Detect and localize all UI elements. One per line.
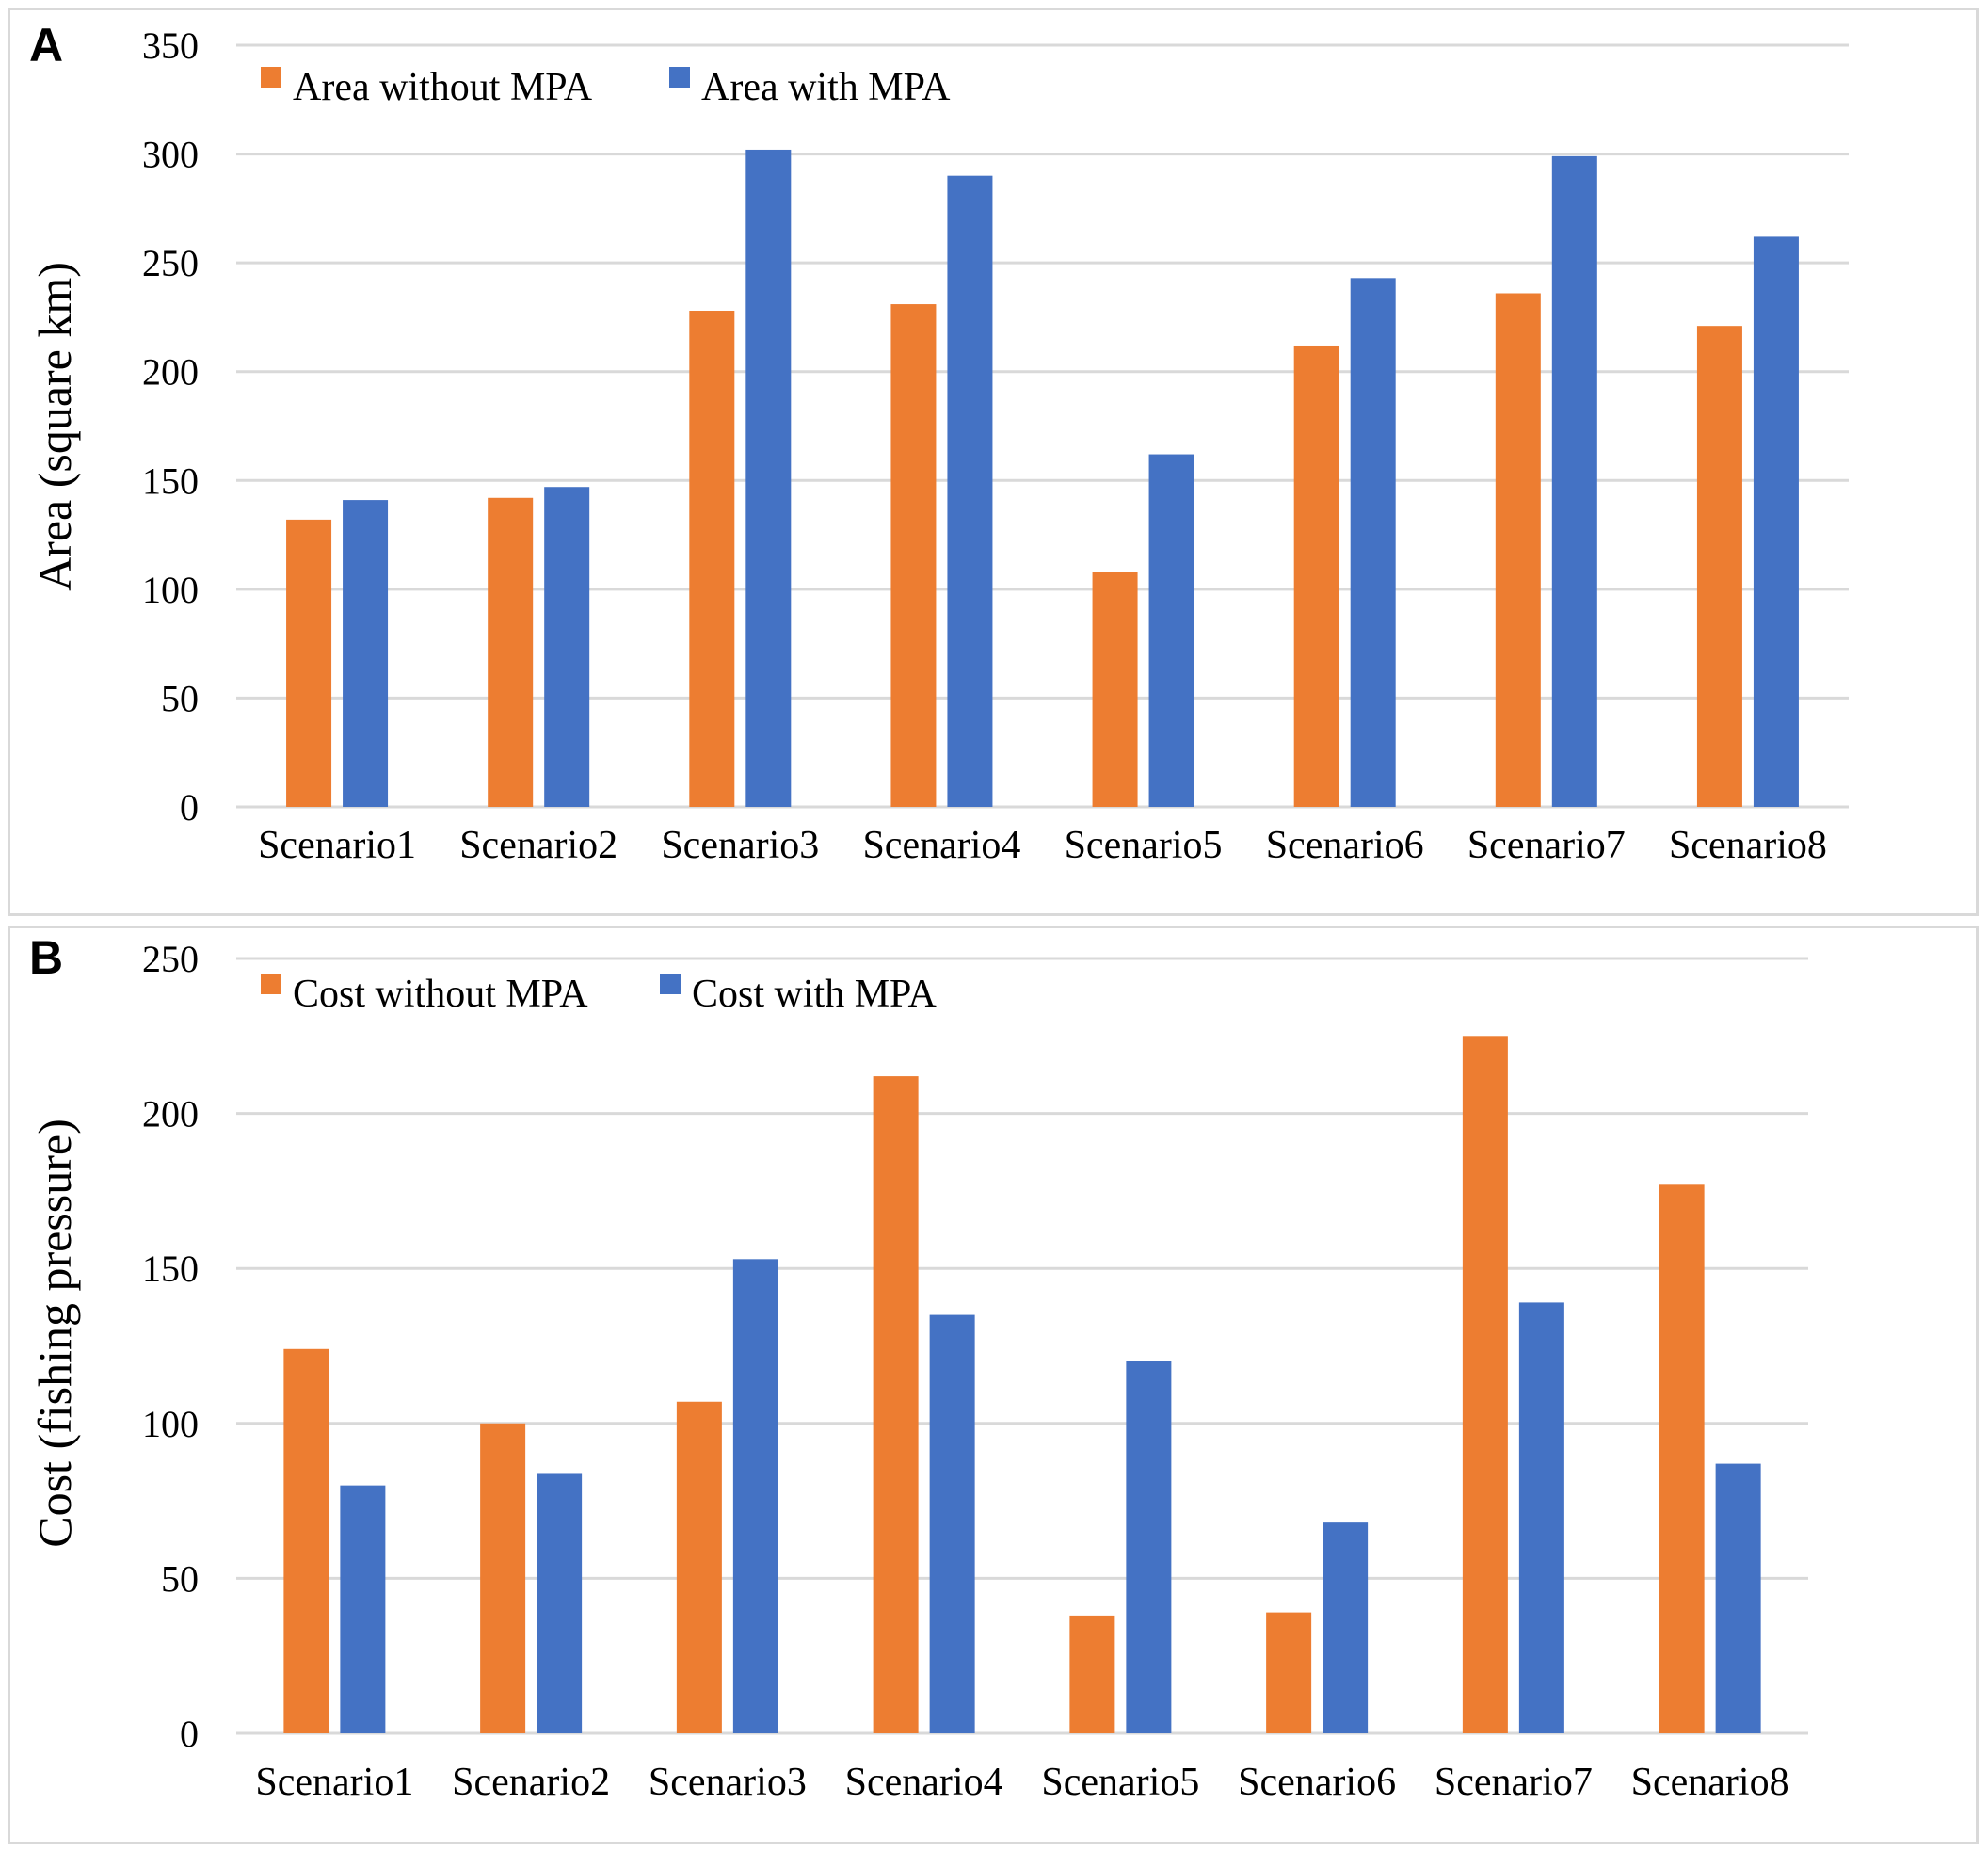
bar-scenario8-series-1: [1696, 326, 1742, 807]
y-tick-label: 50: [161, 1557, 199, 1600]
bar-scenario8-series-2: [1715, 1463, 1761, 1733]
chart-b-svg: B 0 50 100 150 200 250 Cost (fishing pressure) S…: [28, 931, 1808, 1804]
bar-scenario7-series-2: [1551, 155, 1597, 807]
bar-scenario1-series-1: [283, 1348, 329, 1733]
panel-label: B: [29, 931, 63, 984]
y-tick-label: 200: [142, 1093, 199, 1135]
y-tick-label: 150: [142, 1248, 199, 1290]
x-tick-label: Scenario4: [862, 824, 1020, 867]
bar-scenario8-series-1: [1659, 1184, 1705, 1733]
y-tick-label: 350: [142, 24, 199, 67]
x-tick-label: Scenario7: [1467, 824, 1626, 867]
x-tick-label: Scenario8: [1631, 1761, 1789, 1804]
bar-scenario3-series-1: [689, 310, 735, 808]
x-tick-label: Scenario6: [1266, 824, 1424, 867]
x-tick-label: Scenario6: [1238, 1761, 1396, 1804]
bar-scenario1-series-2: [340, 1485, 386, 1733]
y-axis-title: Cost (fishing pressure): [28, 1119, 81, 1548]
bar-scenario2-series-1: [488, 497, 534, 807]
legend-label: Cost with MPA: [692, 973, 938, 1016]
bar-scenario5-series-2: [1126, 1361, 1172, 1733]
x-tick-label: Scenario5: [1065, 824, 1223, 867]
bar-scenario7-series-2: [1518, 1302, 1564, 1733]
bar-scenario4-series-2: [947, 175, 993, 807]
bar-scenario4-series-1: [890, 304, 937, 807]
bar-scenario2-series-2: [544, 487, 590, 807]
bar-scenario4-series-1: [873, 1076, 919, 1733]
panel-label: A: [29, 19, 63, 72]
y-tick-label: 0: [180, 786, 199, 829]
y-axis-title: Area (square km): [28, 262, 81, 591]
y-tick-label: 250: [142, 938, 199, 980]
legend-swatch: [261, 67, 281, 88]
y-tick-label: 100: [142, 1403, 199, 1445]
x-tick-label: Scenario2: [452, 1761, 610, 1804]
bar-scenario6-series-1: [1266, 1612, 1312, 1733]
legend-swatch: [261, 974, 281, 994]
y-tick-label: 250: [142, 242, 199, 284]
bar-scenario5-series-2: [1148, 454, 1194, 807]
x-tick-label: Scenario8: [1669, 824, 1827, 867]
bar-scenario2-series-2: [537, 1473, 583, 1733]
bar-scenario3-series-2: [746, 149, 792, 807]
bar-scenario6-series-2: [1350, 278, 1396, 807]
y-tick-label: 150: [142, 459, 199, 502]
x-tick-label: Scenario3: [661, 824, 819, 867]
bar-scenario1-series-1: [286, 519, 332, 807]
y-tick-label: 300: [142, 134, 199, 176]
bar-scenario6-series-1: [1293, 345, 1339, 807]
chart-panel-b: B 0 50 100 150 200 250 Cost (fishing pressure) S…: [8, 926, 1979, 1844]
x-tick-label: Scenario1: [258, 824, 416, 867]
bar-scenario8-series-2: [1753, 236, 1799, 808]
bar-scenario4-series-2: [929, 1314, 975, 1733]
x-tick-label: Scenario2: [459, 824, 617, 867]
y-tick-label: 200: [142, 351, 199, 394]
legend-swatch: [669, 67, 690, 88]
x-tick-label: Scenario4: [845, 1761, 1003, 1804]
chart-panel-a: A 0 50 100 150 200 250 300 350 Area (square km) Sc…: [8, 8, 1979, 916]
legend-swatch: [660, 974, 681, 994]
chart-a-svg: A 0 50 100 150 200 250 300 350 Area (square km) Sc…: [28, 19, 1849, 867]
bar-scenario2-series-1: [480, 1423, 526, 1733]
legend-label: Area with MPA: [701, 66, 951, 109]
bar-scenario1-series-2: [343, 500, 389, 807]
y-tick-label: 50: [161, 677, 199, 719]
y-tick-label: 0: [180, 1713, 199, 1755]
bar-scenario7-series-1: [1462, 1036, 1508, 1733]
bar-scenario5-series-1: [1069, 1615, 1115, 1733]
legend-label: Area without MPA: [293, 66, 593, 109]
x-tick-label: Scenario1: [255, 1761, 413, 1804]
y-tick-label: 100: [142, 569, 199, 611]
bar-scenario5-series-1: [1092, 572, 1138, 807]
legend-label: Cost without MPA: [293, 973, 588, 1016]
bar-scenario7-series-1: [1495, 293, 1541, 807]
x-tick-label: Scenario5: [1041, 1761, 1199, 1804]
bar-scenario3-series-2: [732, 1259, 778, 1733]
bar-scenario6-series-2: [1323, 1522, 1369, 1733]
x-tick-label: Scenario7: [1435, 1761, 1593, 1804]
bar-scenario3-series-1: [676, 1401, 722, 1733]
x-tick-label: Scenario3: [649, 1761, 807, 1804]
